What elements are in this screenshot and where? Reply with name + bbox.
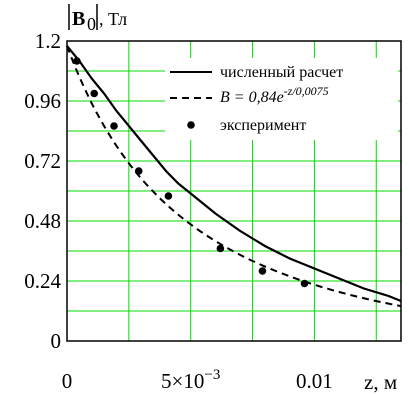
legend-label-experiment: эксперимент — [220, 117, 306, 134]
x-axis-label: z, м — [364, 370, 397, 394]
experiment-point — [216, 244, 225, 253]
experiment-point — [164, 192, 173, 200]
plot-frame — [66, 40, 402, 342]
legend-label-formula: B = 0,84e-z/0,0075 — [220, 84, 329, 106]
legend: численный расчет B = 0,84e-z/0,0075 эксп… — [165, 58, 398, 140]
legend-marker-dot — [187, 121, 195, 129]
y-axis-label-symbol: B — [72, 8, 85, 30]
experiment-point — [134, 167, 143, 175]
y-tick-label: 0.96 — [24, 89, 61, 113]
legend-item-numeric: численный расчет — [170, 64, 343, 81]
y-axis-label-unit: , Тл — [99, 9, 127, 29]
experiment-point — [110, 122, 118, 130]
y-axis-label: B 0 , Тл — [68, 4, 127, 34]
experiment-point — [73, 57, 81, 65]
grid — [67, 41, 401, 341]
x-tick-label: 0.01 — [296, 369, 333, 393]
x-tick-label: 0 — [62, 369, 73, 393]
experiment-point — [90, 89, 99, 98]
tick-labels: 0 0.24 0.48 0.72 0.96 1.2 0 5×10−3 0.01 — [24, 29, 333, 393]
series-line-numeric — [66, 45, 402, 303]
legend-label-numeric: численный расчет — [220, 64, 343, 81]
legend-item-experiment: эксперимент — [187, 117, 306, 134]
y-tick-label: 0.48 — [24, 209, 61, 233]
experiment-point — [300, 279, 309, 288]
legend-formula-base: B = 0,84e — [220, 89, 284, 106]
y-tick-label: 1.2 — [35, 29, 61, 53]
y-tick-label: 0.24 — [24, 269, 61, 293]
legend-item-formula: B = 0,84e-z/0,0075 — [170, 84, 329, 106]
experiment-point — [258, 267, 267, 275]
y-tick-label: 0.72 — [24, 149, 61, 173]
y-tick-label: 0 — [51, 329, 62, 353]
y-axis-label-subscript: 0 — [87, 14, 96, 34]
series-line-fit — [66, 45, 402, 308]
series-layer — [66, 45, 402, 308]
x-tick-label: 5×10−3 — [161, 367, 220, 393]
legend-formula-exponent: -z/0,0075 — [284, 84, 329, 98]
